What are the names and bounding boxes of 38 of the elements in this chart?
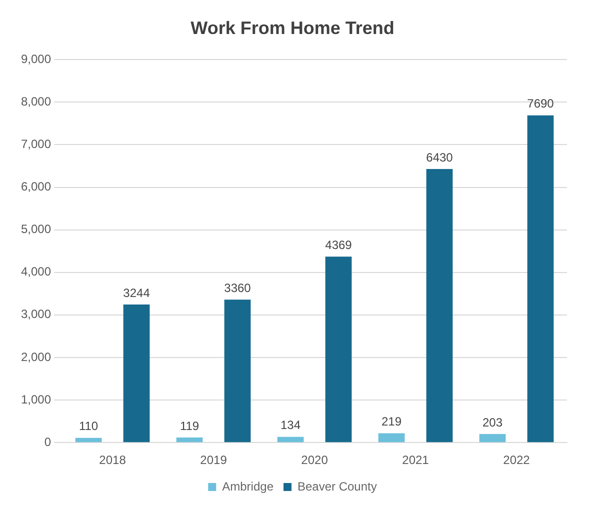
- legend-label: Beaver County: [297, 479, 377, 494]
- data-label: 3360: [224, 280, 252, 295]
- x-tick-label: 2020: [301, 453, 328, 468]
- bar: [378, 433, 405, 442]
- x-tick-label: 2022: [503, 453, 530, 468]
- bar: [224, 300, 251, 442]
- chart-title: Work From Home Trend: [190, 18, 394, 38]
- y-tick-label: 2,000: [21, 350, 52, 364]
- y-tick-label: 1,000: [21, 392, 52, 406]
- y-tick-label: 0: [44, 434, 52, 449]
- x-tick-label: 2019: [200, 453, 228, 468]
- y-tick-label: 7,000: [21, 137, 52, 152]
- bar: [176, 438, 203, 442]
- bar: [75, 438, 102, 442]
- bar: [277, 436, 304, 442]
- y-tick-label: 6,000: [21, 180, 52, 194]
- data-label: 4369: [325, 238, 352, 252]
- bar: [527, 115, 554, 442]
- data-label: 3244: [123, 286, 150, 300]
- data-label: 110: [78, 419, 98, 434]
- x-tick-label: 2021: [402, 453, 430, 468]
- bar: [479, 434, 506, 442]
- bar: [426, 168, 453, 442]
- data-label: 7690: [527, 96, 554, 111]
- y-tick-label: 8,000: [21, 94, 52, 108]
- y-tick-label: 3,000: [21, 307, 52, 322]
- legend-label: Ambridge: [222, 479, 274, 494]
- x-tick-label: 2018: [99, 453, 126, 468]
- y-tick-label: 4,000: [21, 264, 52, 279]
- y-tick-label: 5,000: [21, 222, 52, 236]
- y-tick-label: 9,000: [21, 52, 52, 66]
- data-label: 119: [180, 418, 200, 433]
- bar: [123, 304, 150, 442]
- data-label: 203: [482, 415, 503, 430]
- data-label: 219: [382, 414, 402, 429]
- bar: [325, 256, 352, 442]
- data-label: 6430: [426, 150, 454, 164]
- data-label: 134: [280, 418, 301, 432]
